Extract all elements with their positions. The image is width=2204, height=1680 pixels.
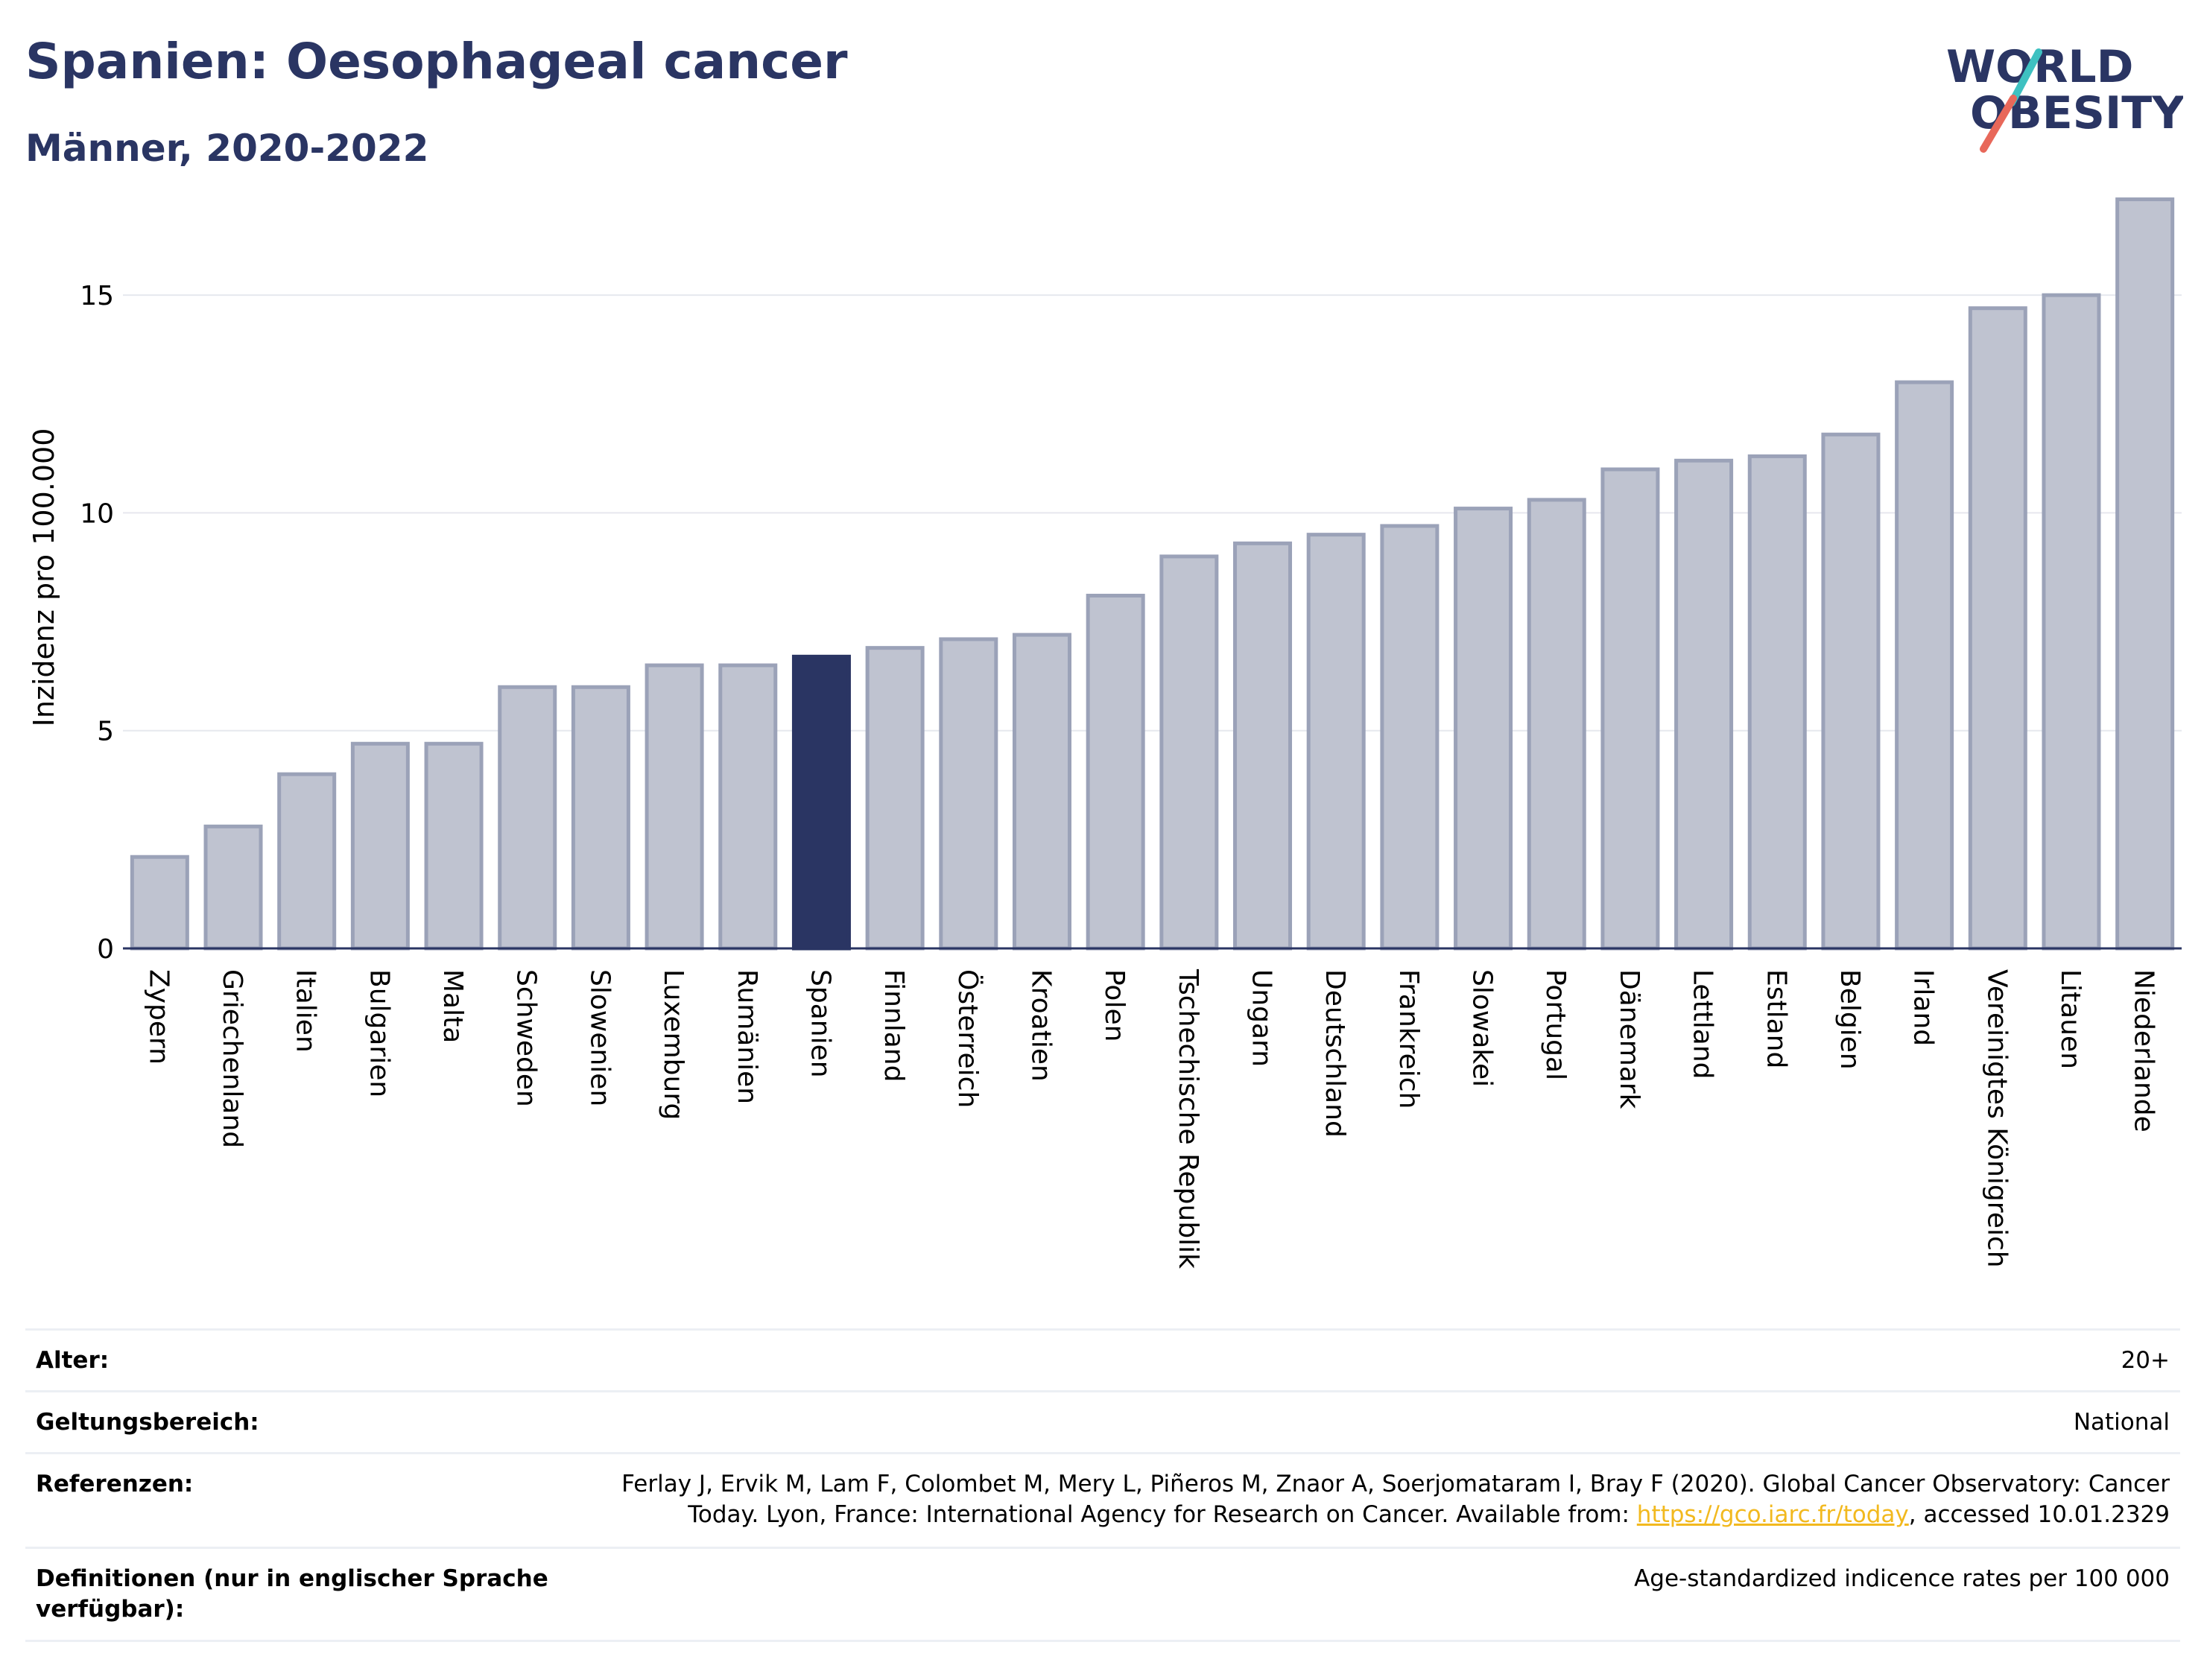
meta-row-references: Referenzen: Ferlay J, Ervik M, Lam F, Co… — [25, 1452, 2180, 1547]
bar[interactable] — [130, 855, 189, 951]
x-tick-label: Vereinigtes Königreich — [1981, 969, 2012, 1268]
x-tick-label: Italien — [291, 969, 321, 1053]
metadata-table: Alter: 20+ Geltungsbereich: National Ref… — [25, 1328, 2180, 1642]
references-line-2: Today. Lyon, France: International Agenc… — [605, 1500, 2170, 1530]
bar[interactable] — [718, 663, 778, 951]
x-tick-label: Slowenien — [584, 969, 615, 1106]
page-subtitle: Männer, 2020-2022 — [25, 127, 429, 170]
x-tick-label: Polen — [1099, 969, 1130, 1042]
x-tick-label: Spanien — [805, 969, 835, 1078]
x-tick-label: Tschechische Republik — [1173, 969, 1203, 1269]
references-label: Referenzen: — [36, 1471, 194, 1497]
x-tick-label: Ungarn — [1247, 969, 1277, 1067]
page-title: Spanien: Oesophageal cancer — [25, 33, 848, 90]
x-tick-label: Österreich — [952, 969, 984, 1108]
bar[interactable] — [1968, 306, 2027, 951]
meta-row-age: Alter: 20+ — [25, 1328, 2180, 1390]
references-line-1: Ferlay J, Ervik M, Lam F, Colombet M, Me… — [621, 1471, 2170, 1497]
axes: 0 5 10 15 Zypern Griechenland Italien Bulgarien… — [80, 281, 2182, 1269]
references-text-a: Today. Lyon, France: International Agenc… — [688, 1501, 1637, 1528]
x-tick-label: Luxemburg — [658, 969, 688, 1120]
scope-label: Geltungsbereich: — [36, 1409, 259, 1436]
y-axis-label: Inzidenz pro 100.000 — [28, 428, 60, 727]
x-tick-label: Rumänien — [732, 969, 762, 1104]
logo-slash-teal — [2008, 48, 2042, 107]
bar[interactable] — [1380, 524, 1440, 951]
bar[interactable] — [1527, 498, 1586, 951]
bar[interactable] — [350, 741, 410, 951]
bar[interactable] — [1306, 533, 1366, 951]
x-tick-label: Dänemark — [1614, 969, 1644, 1109]
bar[interactable] — [1012, 633, 1071, 951]
bars — [130, 197, 2175, 951]
bar[interactable] — [1747, 454, 1807, 951]
x-tick-label: Belgien — [1834, 969, 1865, 1070]
bar[interactable] — [1086, 593, 1145, 951]
y-tick-label: 0 — [97, 934, 114, 965]
x-tick-label: Griechenland — [217, 969, 247, 1148]
bar[interactable] — [1674, 458, 1734, 951]
x-tick-label: Slowakei — [1467, 969, 1498, 1087]
bar[interactable] — [1233, 541, 1293, 951]
x-tick-label: Kroatien — [1025, 969, 1056, 1082]
bar[interactable] — [2115, 197, 2175, 951]
x-tick-label: Litauen — [2055, 969, 2086, 1069]
x-tick-label: Schweden — [511, 969, 542, 1107]
bar[interactable] — [1600, 467, 1660, 951]
x-tick-label: Frankreich — [1393, 969, 1424, 1109]
definitions-value: Age-standardized indicence rates per 100… — [1634, 1565, 2170, 1592]
x-tick-label: Portugal — [1540, 969, 1571, 1080]
bar[interactable] — [1159, 554, 1219, 951]
bar[interactable] — [203, 824, 263, 951]
bar[interactable] — [645, 663, 704, 951]
references-value: Ferlay J, Ervik M, Lam F, Colombet M, Me… — [605, 1469, 2170, 1530]
scope-value: National — [2073, 1409, 2170, 1436]
x-tick-label: Irland — [1908, 969, 1939, 1046]
bar[interactable] — [2042, 293, 2101, 951]
x-tick-label: Deutschland — [1320, 969, 1350, 1138]
x-tick-label: Malta — [437, 969, 468, 1043]
age-value: 20+ — [2121, 1347, 2170, 1374]
bar[interactable] — [865, 646, 925, 951]
logo-slash-coral — [1980, 95, 2017, 153]
bar[interactable] — [277, 772, 337, 951]
x-tick-label: Lettland — [1688, 969, 1718, 1080]
definitions-label: Definitionen (nur in englischer Sprache … — [36, 1565, 548, 1623]
bar[interactable] — [424, 741, 484, 951]
y-tick-label: 15 — [80, 281, 114, 311]
age-label: Alter: — [36, 1347, 110, 1374]
x-tick-label: Bulgarien — [364, 969, 394, 1097]
bar[interactable] — [571, 685, 630, 951]
x-tick-label: Finnland — [878, 969, 909, 1082]
y-tick-label: 10 — [80, 498, 114, 529]
x-tick-label: Zypern — [143, 969, 174, 1065]
bar[interactable] — [939, 637, 998, 951]
y-tick-label: 5 — [97, 717, 114, 747]
references-link[interactable]: https://gco.iarc.fr/today — [1636, 1501, 1909, 1528]
meta-row-definitions: Definitionen (nur in englischer Sprache … — [25, 1547, 2180, 1642]
bar[interactable] — [1895, 380, 1954, 951]
world-obesity-logo: WORLD OBESITY — [1946, 41, 2183, 153]
bar-chart: 0 5 10 15 Zypern Griechenland Italien Bulgarien… — [28, 197, 2182, 1269]
bar-highlighted[interactable] — [791, 654, 851, 951]
bar[interactable] — [498, 685, 557, 951]
meta-row-scope: Geltungsbereich: National — [25, 1390, 2180, 1452]
bar[interactable] — [1821, 432, 1881, 951]
bar[interactable] — [1454, 507, 1513, 951]
x-tick-label: Estland — [1761, 969, 1791, 1068]
x-tick-label: Niederlande — [2129, 969, 2159, 1132]
references-text-b: , accessed 10.01.2329 — [1908, 1501, 2170, 1528]
